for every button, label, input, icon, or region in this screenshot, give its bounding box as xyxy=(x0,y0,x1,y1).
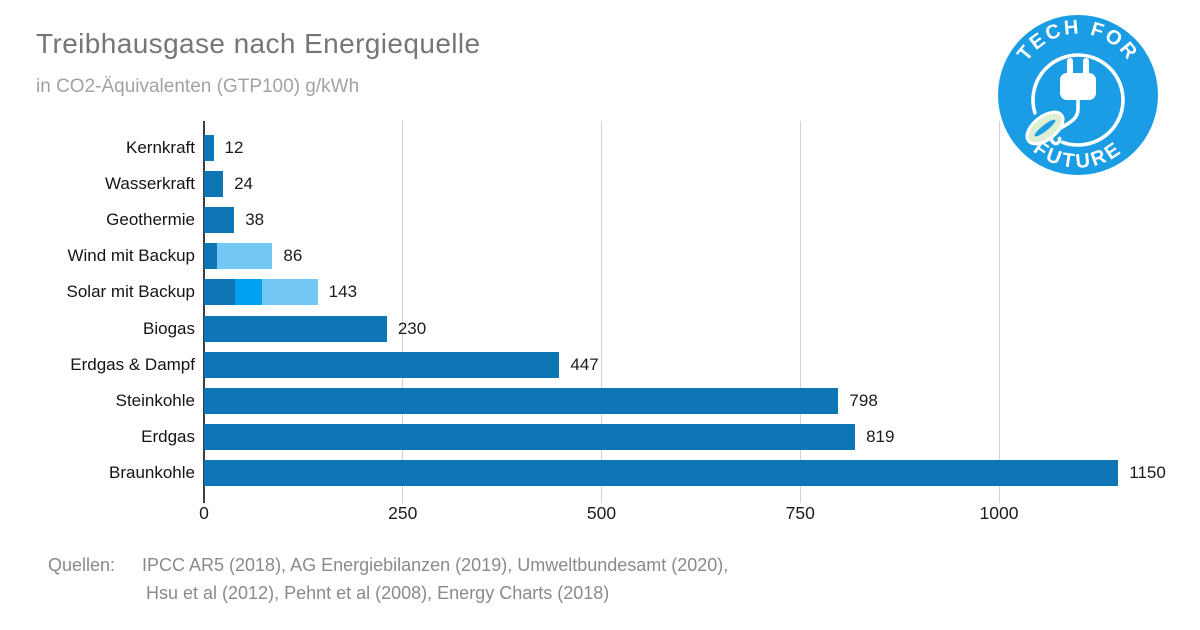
category-label: Erdgas & Dampf xyxy=(70,354,195,374)
category-label: Steinkohle xyxy=(115,390,195,410)
gridline xyxy=(998,121,1000,503)
category-label: Erdgas xyxy=(141,426,195,446)
value-label: 12 xyxy=(224,138,244,157)
category-label: Kernkraft xyxy=(126,138,195,157)
bar-segment xyxy=(204,459,1119,486)
bar-segment xyxy=(204,279,235,306)
value-label: 38 xyxy=(245,210,265,230)
gridline xyxy=(601,121,602,503)
category-label: Solar mit Backup xyxy=(66,282,196,302)
value-label: 798 xyxy=(849,390,878,410)
x-tick-label: 500 xyxy=(586,503,617,523)
value-label: 143 xyxy=(328,282,358,302)
bar-segment xyxy=(204,171,224,198)
y-axis-line xyxy=(203,121,205,503)
sources-line-2: Hsu et al (2012), Pehnt et al (2008), En… xyxy=(146,583,610,603)
sources-line-1: IPCC AR5 (2018), AG Energiebilanzen (201… xyxy=(142,555,729,575)
sources-text: IPCC AR5 (2018), AG Energiebilanzen (201… xyxy=(142,551,728,607)
bar-segment xyxy=(204,315,387,342)
x-tick-label: 1000 xyxy=(979,503,1019,523)
bar-segment xyxy=(216,243,273,270)
bar-segment xyxy=(204,387,839,414)
value-label: 447 xyxy=(570,354,599,374)
x-tick-label: 750 xyxy=(785,503,815,523)
bar-segment xyxy=(204,207,235,234)
category-label: Braunkohle xyxy=(108,462,195,482)
tech-for-future-logo: TECH FOR FUTURE xyxy=(998,15,1158,175)
bar-segment xyxy=(204,423,856,450)
sources-label: Quellen: xyxy=(48,555,116,575)
category-label: Geothermie xyxy=(106,210,195,230)
gridline xyxy=(799,121,801,503)
plug-icon xyxy=(1060,58,1096,100)
bar-segment xyxy=(262,279,318,306)
bar-segment xyxy=(235,279,263,306)
value-label: 24 xyxy=(234,174,253,194)
value-label: 1150 xyxy=(1129,462,1166,482)
category-label: Wasserkraft xyxy=(104,174,195,194)
sources-footer: Quellen: IPCC AR5 (2018), AG Energiebila… xyxy=(48,551,728,607)
value-label: 819 xyxy=(866,426,895,446)
x-tick-label: 250 xyxy=(388,503,418,523)
bar-segment xyxy=(204,135,214,161)
bar-segment xyxy=(204,351,560,378)
category-label: Wind mit Backup xyxy=(67,246,195,266)
plug-cable-circle xyxy=(1031,53,1125,147)
category-label: Biogas xyxy=(143,318,195,338)
page-subtitle: in CO2-Äquivalenten (GTP100) g/kWh xyxy=(36,76,360,97)
value-label: 230 xyxy=(397,318,427,338)
x-tick-label: 0 xyxy=(199,503,209,523)
bar-segment xyxy=(204,243,217,270)
page-title: Treibhausgase nach Energiequelle xyxy=(36,28,481,59)
leaf-icon xyxy=(1025,110,1065,146)
value-label: 86 xyxy=(283,246,303,266)
gridline xyxy=(402,121,404,503)
